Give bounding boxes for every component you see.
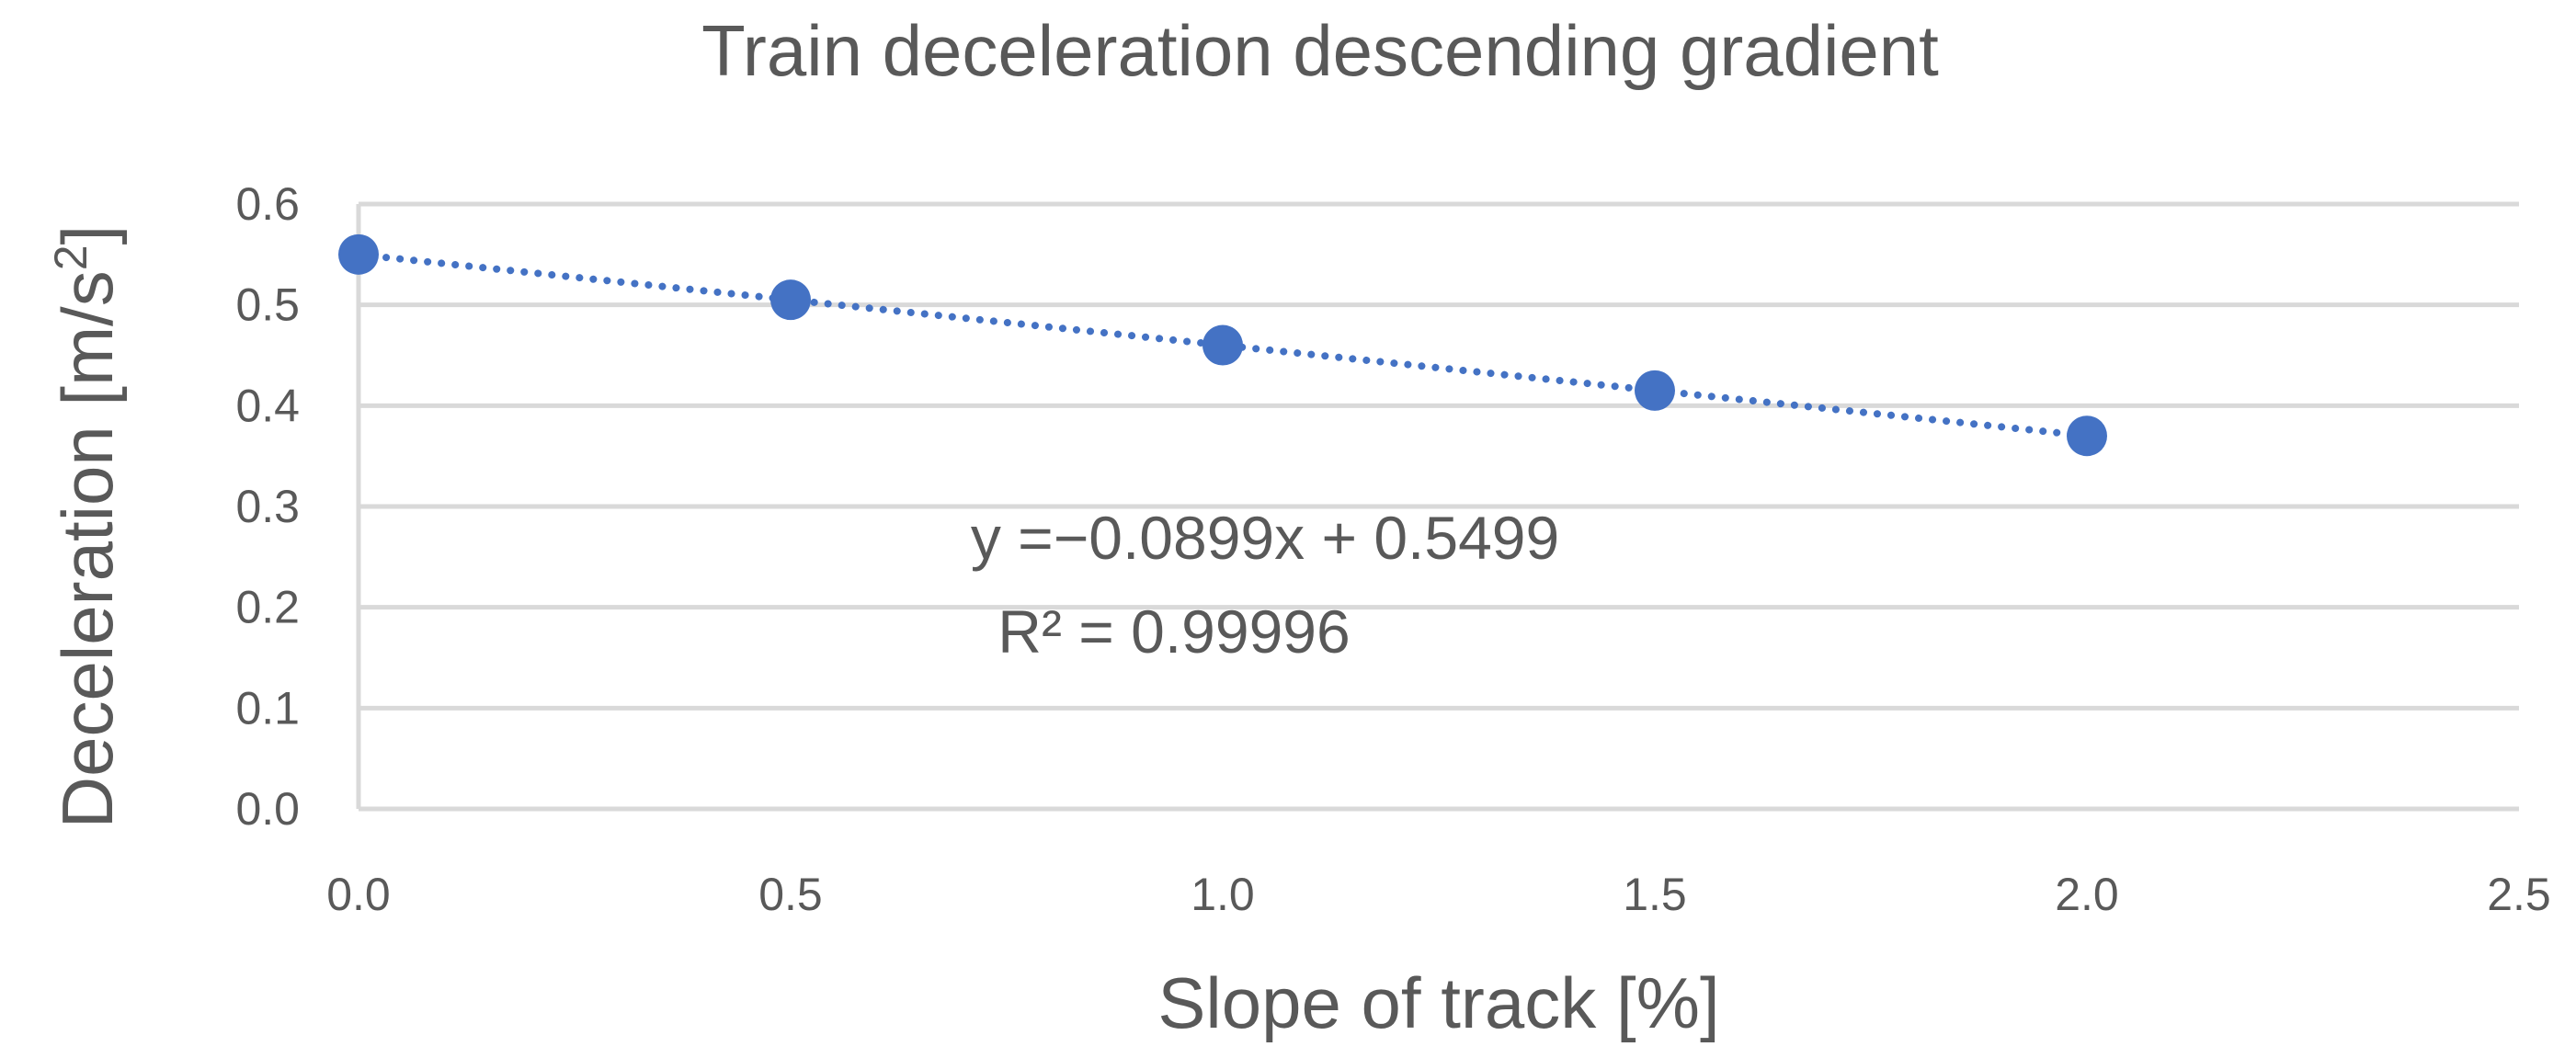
y-tick-label: 0.3	[235, 481, 300, 532]
y-axis-label-superscript: 2	[45, 245, 97, 270]
data-points	[338, 233, 2107, 457]
x-tick-label: 1.5	[1623, 869, 1687, 920]
axes	[356, 204, 2519, 812]
x-tick-label: 0.5	[758, 869, 823, 920]
y-tick-label: 0.4	[235, 380, 300, 431]
chart-title: Train deceleration descending gradient	[701, 10, 1939, 91]
y-tick-label: 0.5	[235, 279, 300, 331]
x-tick-label: 2.5	[2487, 869, 2551, 920]
y-tick-label: 0.2	[235, 582, 300, 633]
data-point	[1635, 370, 1675, 411]
x-axis-label: Slope of track [%]	[1157, 962, 1719, 1043]
data-point	[770, 279, 811, 321]
trendline-equation: y =−0.0899x + 0.5499	[971, 504, 1559, 572]
y-tick-label: 0.0	[235, 783, 300, 835]
r-squared-label: R² = 0.99996	[997, 597, 1350, 666]
data-point	[2067, 415, 2107, 457]
trendline-group	[355, 250, 2091, 440]
y-tick-label: 0.1	[235, 682, 300, 734]
x-tick-label: 0.0	[326, 869, 391, 920]
y-axis-label-end: ]	[47, 225, 128, 245]
x-tick-labels: 0.0 0.5 1.0 1.5 2.0 2.5	[326, 869, 2551, 920]
grid	[359, 201, 2519, 711]
y-axis-label-main: Deceleration [m/s	[47, 270, 128, 828]
x-tick-label: 2.0	[2055, 869, 2119, 920]
y-tick-label: 0.6	[235, 178, 300, 230]
data-point	[1203, 324, 1243, 366]
y-axis-label: Deceleration [m/s2]	[45, 225, 128, 828]
trendline	[355, 250, 2091, 440]
y-tick-labels: 0.0 0.1 0.2 0.3 0.4 0.5 0.6	[235, 178, 300, 835]
data-point	[338, 233, 379, 275]
x-tick-label: 1.0	[1191, 869, 1255, 920]
